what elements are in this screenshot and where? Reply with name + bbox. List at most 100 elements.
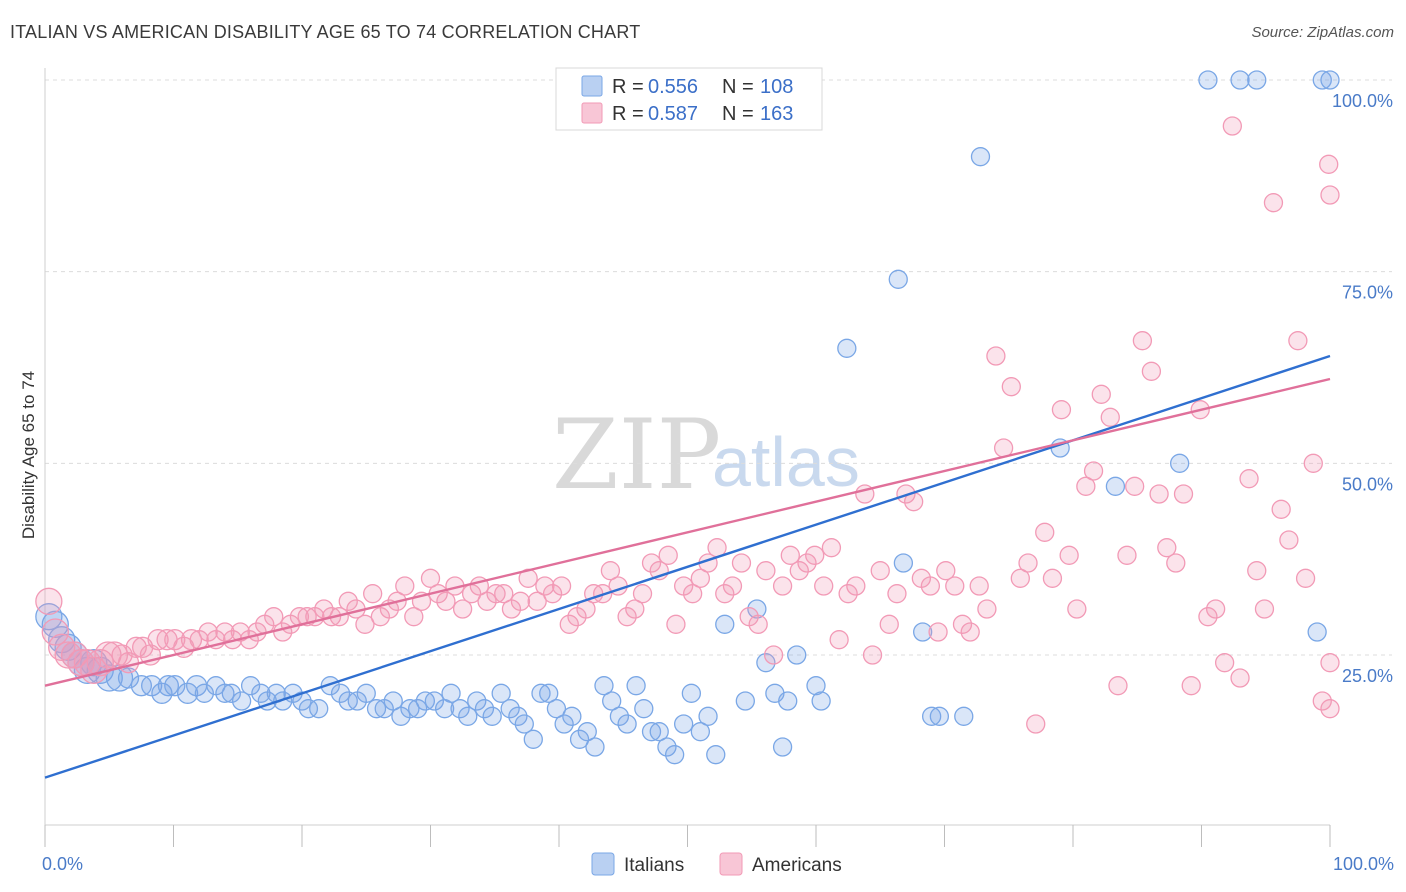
bottom-legend-swatch-americans	[719, 852, 743, 876]
point-americans-105	[879, 614, 899, 634]
point-americans-94	[789, 561, 809, 581]
point-italians-84	[756, 653, 776, 673]
point-americans-145	[1205, 599, 1226, 619]
point-italians-103	[1230, 70, 1250, 90]
data-points	[35, 70, 1340, 765]
bottom-legend: Italians Americans	[591, 852, 842, 876]
point-italians-25	[251, 683, 271, 703]
point-americans-60	[510, 591, 531, 611]
point-italians-56	[514, 714, 534, 734]
point-italians-65	[585, 737, 605, 757]
point-italians-78	[690, 722, 710, 742]
point-americans-135	[1125, 476, 1145, 496]
point-italians-77	[681, 683, 702, 703]
point-americans-8	[86, 649, 114, 677]
point-americans-141	[1173, 484, 1194, 504]
point-italians-48	[450, 699, 470, 719]
legend-r-label-americans: R =	[612, 103, 644, 125]
point-americans-97	[814, 576, 834, 596]
point-americans-0	[35, 587, 63, 615]
point-americans-162	[1320, 699, 1340, 719]
point-americans-131	[1091, 384, 1111, 404]
x-tick-label-0: 0.0%	[42, 854, 83, 874]
point-americans-152	[1263, 193, 1284, 213]
point-italians-17	[176, 682, 199, 704]
point-americans-76	[641, 553, 662, 573]
point-italians-90	[811, 691, 831, 711]
point-americans-136	[1132, 331, 1153, 351]
point-americans-125	[1042, 568, 1063, 588]
point-americans-51	[436, 591, 456, 611]
point-americans-150	[1247, 561, 1267, 581]
point-americans-58	[494, 584, 514, 604]
point-italians-58	[531, 683, 551, 703]
point-americans-57	[486, 584, 506, 604]
point-italians-16	[164, 675, 186, 697]
point-americans-75	[632, 584, 653, 604]
point-americans-95	[797, 553, 817, 573]
point-italians-64	[577, 722, 597, 742]
y-tick-label-75: 75.0%	[1342, 283, 1393, 303]
point-italians-70	[626, 676, 646, 696]
point-italians-60	[546, 699, 567, 719]
point-americans-41	[355, 614, 375, 634]
point-americans-74	[625, 599, 645, 619]
bottom-legend-swatch-italians	[591, 852, 615, 876]
point-italians-47	[441, 683, 461, 703]
point-italians-32	[309, 699, 329, 719]
point-americans-112	[936, 561, 956, 581]
point-americans-5	[67, 649, 95, 677]
point-americans-132	[1100, 407, 1120, 427]
point-italians-73	[649, 722, 669, 742]
point-americans-142	[1181, 676, 1201, 696]
point-italians-62	[562, 706, 582, 726]
point-americans-81	[682, 584, 703, 604]
point-italians-79	[698, 706, 718, 726]
point-americans-124	[1035, 522, 1055, 542]
point-americans-65	[551, 576, 572, 596]
point-americans-117	[977, 599, 997, 619]
point-americans-144	[1198, 607, 1218, 627]
point-italians-107	[1320, 70, 1340, 90]
point-italians-102	[1198, 70, 1218, 90]
point-italians-22	[221, 683, 241, 703]
point-italians-82	[735, 691, 755, 711]
point-italians-87	[778, 691, 798, 711]
point-italians-71	[634, 699, 654, 719]
point-americans-110	[920, 576, 941, 596]
point-americans-98	[821, 538, 842, 558]
point-italians-81	[715, 614, 735, 634]
legend: R = 0.556 N = 108 R = 0.587 N = 163	[555, 67, 823, 131]
point-americans-148	[1230, 668, 1250, 688]
point-americans-49	[420, 568, 441, 588]
point-italians-57	[523, 729, 543, 749]
point-americans-156	[1295, 568, 1316, 588]
x-tick-label-100: 100.0%	[1333, 854, 1394, 874]
point-italians-68	[609, 706, 630, 726]
point-americans-159	[1319, 154, 1339, 174]
point-italians-37	[356, 683, 376, 703]
point-americans-120	[1001, 377, 1021, 397]
point-italians-45	[424, 691, 445, 711]
legend-r-value-italians: 0.556	[648, 76, 698, 98]
point-italians-69	[617, 714, 637, 734]
point-italians-83	[747, 599, 767, 619]
point-italians-86	[772, 737, 793, 757]
point-italians-24	[240, 676, 261, 696]
point-italians-94	[913, 622, 933, 642]
point-americans-42	[363, 584, 383, 604]
point-italians-91	[837, 338, 857, 358]
point-italians-51	[474, 699, 495, 719]
watermark-atlas: atlas	[712, 423, 860, 501]
point-americans-39	[338, 591, 358, 611]
point-italians-88	[787, 645, 807, 665]
point-italians-66	[594, 676, 614, 696]
point-italians-97	[954, 706, 974, 726]
chart-title: ITALIAN VS AMERICAN DISABILITY AGE 65 TO…	[10, 22, 641, 42]
point-italians-80	[706, 745, 726, 765]
point-italians-76	[673, 714, 694, 734]
point-italians-49	[458, 706, 478, 726]
legend-n-label-italians: N =	[722, 76, 754, 98]
point-americans-122	[1018, 553, 1038, 573]
